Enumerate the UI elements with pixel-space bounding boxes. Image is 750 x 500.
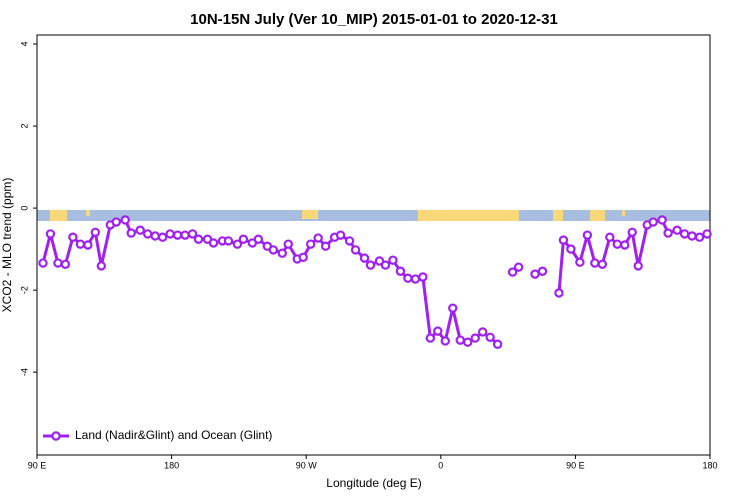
data-point xyxy=(380,260,391,270)
data-point xyxy=(374,256,385,266)
x-tick-label: 0 xyxy=(438,460,443,470)
data-point xyxy=(111,217,121,227)
data-point xyxy=(597,259,608,269)
data-point xyxy=(702,229,712,239)
data-point xyxy=(268,245,278,255)
plot-frame xyxy=(36,34,711,456)
x-tick-label: 180 xyxy=(702,460,717,470)
data-point xyxy=(425,333,436,343)
data-point xyxy=(172,230,183,240)
data-point xyxy=(238,234,249,244)
data-point xyxy=(253,234,264,244)
data-point xyxy=(126,228,136,238)
data-point xyxy=(440,336,450,346)
data-point xyxy=(558,235,569,245)
surface-mask xyxy=(37,210,710,221)
data-point xyxy=(53,258,63,268)
data-point xyxy=(530,269,540,279)
data-point xyxy=(208,238,219,248)
data-point xyxy=(448,303,458,313)
data-point xyxy=(513,262,524,272)
data-point xyxy=(232,239,243,249)
data-point xyxy=(433,326,443,336)
data-point xyxy=(388,255,398,265)
data-point xyxy=(657,215,667,225)
data-point xyxy=(165,229,175,239)
data-point xyxy=(45,229,56,239)
data-point xyxy=(679,229,690,239)
data-point xyxy=(605,232,615,242)
data-point xyxy=(298,252,308,263)
data-point xyxy=(537,266,548,276)
series-line xyxy=(41,218,499,346)
data-point xyxy=(283,239,293,249)
data-point xyxy=(83,240,93,250)
data-point xyxy=(575,257,585,267)
data-point xyxy=(477,327,488,337)
data-point xyxy=(157,232,168,242)
data-point xyxy=(470,333,480,343)
data-point xyxy=(507,267,518,277)
data-point xyxy=(492,339,503,349)
data-point xyxy=(320,241,331,251)
data-point xyxy=(90,227,101,237)
y-tick-label: 4 xyxy=(19,42,29,47)
y-tick-label: 2 xyxy=(19,124,29,129)
y-tick-label: -4 xyxy=(19,368,29,376)
data-point xyxy=(150,231,160,241)
data-point xyxy=(305,239,316,249)
data-point xyxy=(193,234,204,244)
data-point xyxy=(277,248,287,258)
y-axis-label: XCO2 - MLO trend (ppm) xyxy=(0,178,14,313)
data-point xyxy=(455,335,465,345)
x-tick-label: 180 xyxy=(164,460,179,470)
data-point xyxy=(648,217,658,227)
data-point xyxy=(75,239,86,249)
data-point xyxy=(38,258,48,268)
legend-marker xyxy=(51,431,61,441)
data-point xyxy=(620,240,630,250)
data-point xyxy=(60,259,71,269)
data-point xyxy=(359,253,370,263)
data-point xyxy=(463,337,473,347)
data-point xyxy=(663,228,673,238)
chart-title: 10N-15N July (Ver 10_MIP) 2015-01-01 to … xyxy=(190,11,558,28)
data-point xyxy=(687,231,697,241)
data-point xyxy=(566,244,576,254)
data-point xyxy=(335,230,346,240)
data-point xyxy=(365,260,376,270)
data-point xyxy=(627,227,637,237)
data-point xyxy=(96,261,107,271)
y-tick-label: 0 xyxy=(19,206,29,211)
data-point xyxy=(554,288,564,298)
data-point xyxy=(350,245,361,255)
data-point xyxy=(313,233,323,243)
data-point xyxy=(590,258,600,268)
data-point xyxy=(633,261,643,271)
data-point xyxy=(120,215,130,225)
data-point xyxy=(694,232,705,242)
data-point xyxy=(672,225,682,235)
data-point xyxy=(135,225,145,235)
data-point xyxy=(223,236,234,246)
x-tick-label: 90 E xyxy=(28,460,47,470)
data-point xyxy=(582,230,593,240)
data-point xyxy=(142,229,153,239)
x-axis-label: Longitude (deg E) xyxy=(326,476,421,490)
data-point xyxy=(485,332,495,342)
data-point xyxy=(403,273,413,283)
x-tick-label: 90 W xyxy=(296,460,318,470)
data-point xyxy=(612,239,622,249)
data-point xyxy=(180,230,190,240)
x-tick-label: 90 E xyxy=(566,460,585,470)
data-point xyxy=(395,266,406,276)
y-tick-label: -2 xyxy=(19,286,29,294)
legend-label: Land (Nadir&Glint) and Ocean (Glint) xyxy=(75,428,272,442)
data-point xyxy=(344,236,355,246)
data-point xyxy=(410,274,421,284)
data-point xyxy=(187,229,198,239)
data-point xyxy=(68,232,78,242)
data-point xyxy=(418,272,428,282)
